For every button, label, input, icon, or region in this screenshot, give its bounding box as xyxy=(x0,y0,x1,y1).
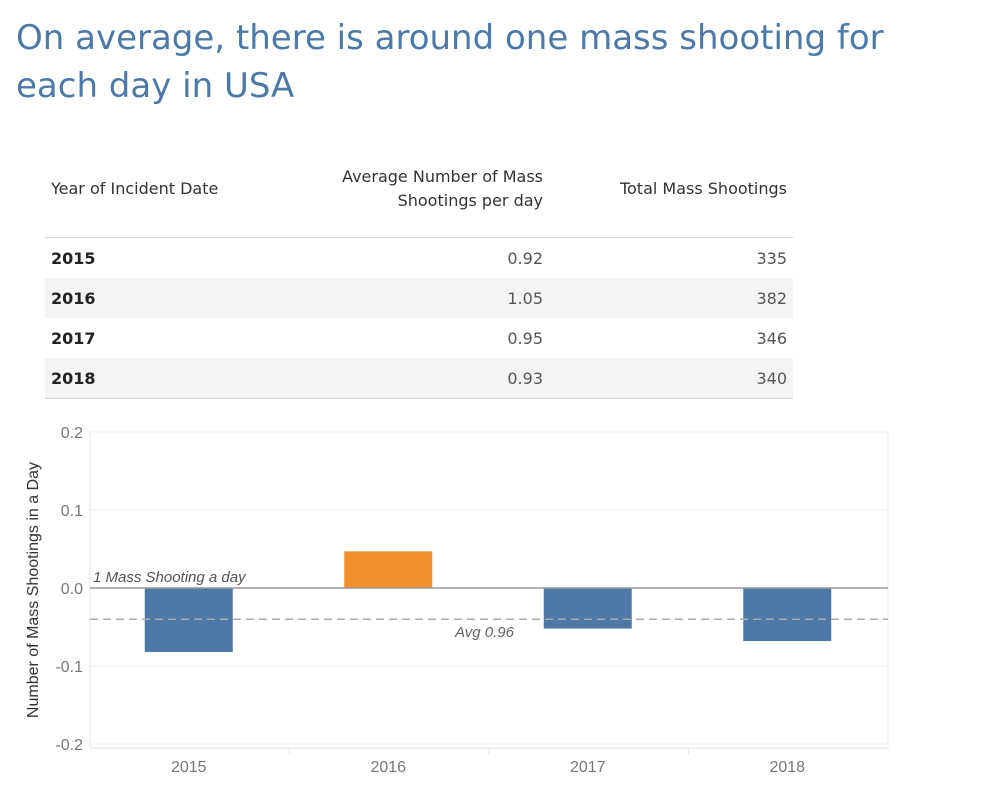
summary-table: Year of Incident Date Average Number of … xyxy=(45,140,793,399)
row-average: 1.05 xyxy=(305,278,549,318)
table-row: 2018 0.93 340 xyxy=(45,358,793,399)
table-row: 2015 0.92 335 xyxy=(45,238,793,279)
row-year: 2015 xyxy=(51,248,96,268)
row-year: 2018 xyxy=(45,358,305,399)
x-tick-label: 2015 xyxy=(171,759,207,776)
bar xyxy=(144,588,233,652)
y-tick-label: 0.2 xyxy=(61,425,83,442)
header-total: Total Mass Shootings xyxy=(549,140,793,238)
row-average: 0.92 xyxy=(507,248,543,268)
row-total: 340 xyxy=(549,358,793,399)
row-total: 335 xyxy=(756,248,787,268)
bar xyxy=(743,588,832,642)
chart-title: On average, there is around one mass sho… xyxy=(16,18,884,106)
bar xyxy=(543,588,632,629)
y-tick-label: 0.0 xyxy=(61,581,83,598)
x-tick-label: 2016 xyxy=(370,759,406,776)
y-axis-title: Number of Mass Shootings in a Day xyxy=(25,462,42,718)
row-year: 2016 xyxy=(45,278,305,318)
row-year: 2017 xyxy=(51,328,96,348)
y-tick-label: -0.1 xyxy=(55,659,83,676)
bar-chart: 0.2 0.1 0.0 -0.1 -0.2 2015 2016 2017 2018 1 Mass … xyxy=(25,425,889,776)
bar xyxy=(344,551,433,588)
row-average: 0.95 xyxy=(507,328,543,348)
x-tick-label: 2017 xyxy=(570,759,606,776)
table-row: 2016 1.05 382 xyxy=(45,278,793,318)
table-row: 2017 0.95 346 xyxy=(45,318,793,358)
table-header-row: Year of Incident Date Average Number of … xyxy=(45,140,793,238)
y-tick-label: 0.1 xyxy=(61,503,83,520)
header-average: Average Number of Mass Shootings per day xyxy=(305,140,549,238)
row-total: 346 xyxy=(756,328,787,348)
y-tick-label: -0.2 xyxy=(55,737,83,754)
x-tick-label: 2018 xyxy=(769,759,805,776)
header-year: Year of Incident Date xyxy=(45,140,305,238)
average-line-label: Avg 0.96 xyxy=(454,624,515,641)
row-total: 382 xyxy=(549,278,793,318)
reference-line-label: 1 Mass Shooting a day xyxy=(93,569,247,586)
row-average: 0.93 xyxy=(305,358,549,399)
